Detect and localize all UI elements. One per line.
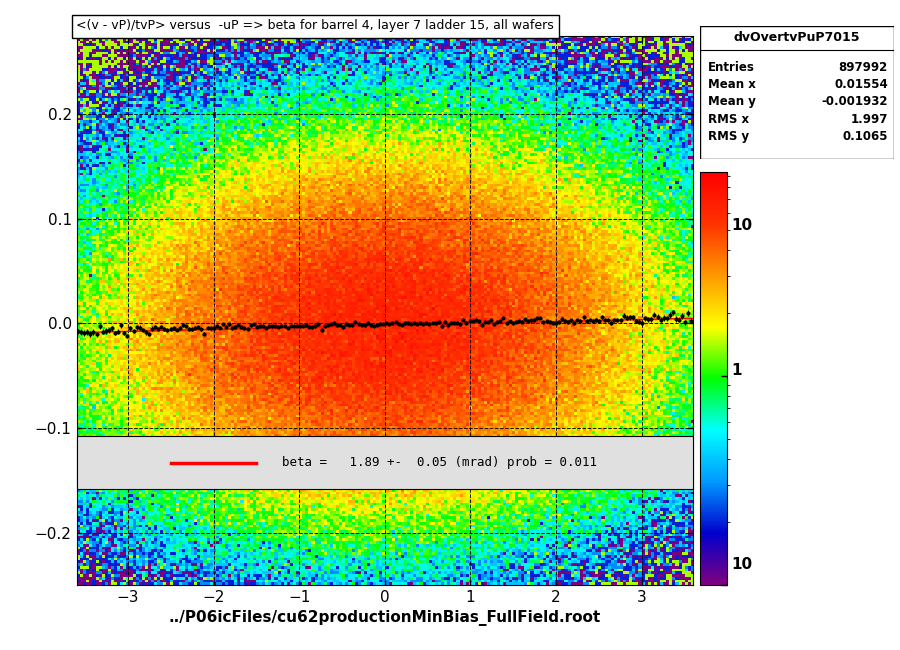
Text: 0.1065: 0.1065: [842, 130, 888, 143]
Text: 10: 10: [732, 218, 752, 233]
Text: -0.001932: -0.001932: [822, 96, 888, 109]
Text: 1: 1: [732, 363, 742, 378]
Bar: [76, 436, 693, 489]
Text: 897992: 897992: [839, 61, 888, 74]
Text: <(v - vP)/tvP> versus  -uP => beta for barrel 4, layer 7 ladder 15, all wafers: <(v - vP)/tvP> versus -uP => beta for ba…: [76, 20, 554, 32]
Text: Mean x: Mean x: [708, 78, 756, 91]
Text: 0.01554: 0.01554: [834, 78, 888, 91]
Text: dvOvertvPuP7015: dvOvertvPuP7015: [734, 31, 860, 44]
Text: Mean y: Mean y: [708, 96, 756, 109]
Text: Entries: Entries: [708, 61, 755, 74]
Text: RMS x: RMS x: [708, 113, 749, 126]
Text: RMS y: RMS y: [708, 130, 749, 143]
Text: beta =   1.89 +-  0.05 (mrad) prob = 0.011: beta = 1.89 +- 0.05 (mrad) prob = 0.011: [282, 456, 597, 469]
Text: 10: 10: [732, 557, 752, 572]
X-axis label: ../P06icFiles/cu62productionMinBias_FullField.root: ../P06icFiles/cu62productionMinBias_Full…: [168, 610, 601, 627]
Text: 1.997: 1.997: [850, 113, 888, 126]
